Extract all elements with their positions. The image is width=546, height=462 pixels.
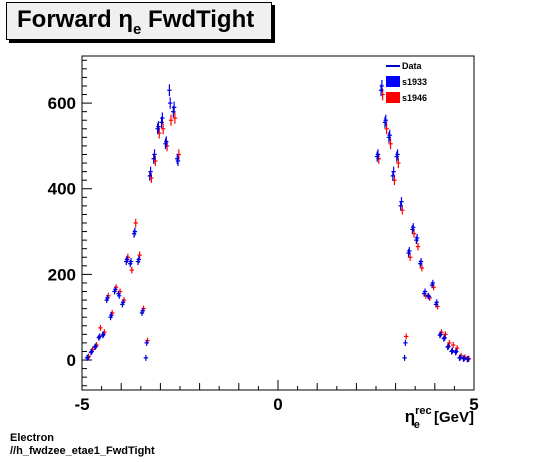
series-s1933 — [85, 80, 471, 363]
title-main: Forward — [17, 6, 112, 33]
series-data — [84, 84, 470, 363]
y-tick-label: 400 — [48, 180, 76, 199]
title-eta-symbol: η — [118, 6, 134, 33]
title-subscript: e — [133, 21, 142, 38]
legend-label-s1946: s1946 — [402, 93, 427, 103]
legend-label-data: Data — [402, 61, 423, 71]
x-tick-label: 0 — [273, 395, 282, 414]
footer: Electron //h_fwdzee_etae1_FwdTight — [10, 432, 155, 458]
footer-line-1: Electron — [10, 432, 55, 444]
title-box: Forward ηe FwdTight — [6, 2, 272, 40]
legend-marker-s1946 — [386, 92, 400, 103]
chart-title: Forward ηe FwdTight — [17, 6, 255, 38]
y-tick-label: 0 — [67, 351, 76, 370]
data-points — [84, 80, 472, 363]
legend-label-s1933: s1933 — [402, 77, 427, 87]
axes: 0 200 400 600 -5 0 5 — [48, 59, 479, 414]
plot-frame — [81, 55, 475, 391]
y-tick-label: 200 — [48, 265, 76, 284]
y-tick-label: 600 — [48, 94, 76, 113]
plot-area-border — [81, 55, 475, 391]
title-suffix: FwdTight — [148, 6, 255, 33]
x-tick-label: 5 — [469, 395, 478, 414]
x-axis-superscript: rec — [415, 405, 432, 417]
x-tick-label: -5 — [74, 395, 89, 414]
x-axis-subscript: e — [414, 419, 420, 431]
x-axis-unit: [GeV] — [430, 409, 474, 426]
legend: Data s1933 s1946 — [386, 61, 427, 103]
footer-line-2: //h_fwdzee_etae1_FwdTight — [10, 445, 155, 457]
x-axis-eta-symbol: η — [405, 407, 415, 426]
legend-marker-s1933 — [386, 76, 400, 87]
series-s1946 — [86, 88, 472, 362]
x-axis-title: ηrec e [GeV] — [405, 405, 474, 431]
